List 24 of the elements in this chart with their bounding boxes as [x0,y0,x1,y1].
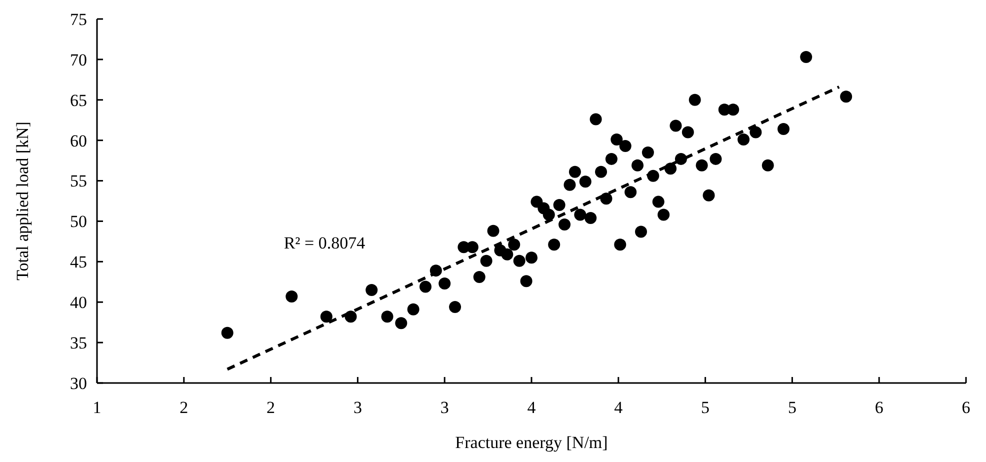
x-tick-label: 2 [266,398,276,417]
annotation: R² = 0.8074 [284,233,366,252]
y-tick-label: 30 [70,374,87,393]
x-axis-title: Fracture energy [N/m] [455,433,608,452]
x-tick-label: 4 [614,398,624,417]
y-tick-label: 45 [70,252,87,272]
x-tick-label: 3 [353,398,362,417]
x-tick-label: 5 [701,398,710,417]
y-tick-label: 60 [70,131,87,150]
x-tick-label: 4 [527,398,536,417]
y-tick-label: 65 [70,90,87,110]
x-tick-label: 5 [788,398,796,417]
y-tick-label: 35 [70,334,87,353]
y-tick-label: 75 [70,10,87,29]
y-tick-label: 40 [70,293,87,312]
x-tick-label: 6 [962,398,970,417]
y-axis-title: Total applied load [kN] [13,122,32,280]
y-tick-label: 70 [70,50,87,70]
x-tick-label: 2 [180,398,188,417]
x-tick-label: 3 [440,398,449,417]
y-tick-label: 50 [70,212,87,232]
x-tick-label: 1 [92,398,102,417]
x-tick-label: 6 [874,398,884,417]
y-tick-label: 55 [70,172,87,191]
